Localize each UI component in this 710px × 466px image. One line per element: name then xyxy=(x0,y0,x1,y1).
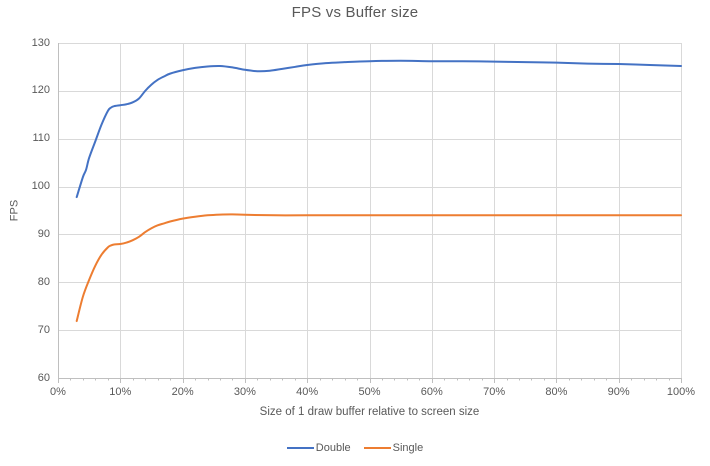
x-tick-label: 40% xyxy=(296,386,319,398)
legend-line-swatch xyxy=(363,446,391,449)
y-tick-label: 70 xyxy=(37,323,50,336)
series-line-single xyxy=(75,213,682,323)
legend-item-single: Single xyxy=(363,441,424,454)
y-axis-title: FPS xyxy=(8,199,21,222)
y-tick-label: 60 xyxy=(37,371,50,384)
x-tick-label: 30% xyxy=(233,386,256,398)
y-tick-label: 120 xyxy=(31,84,50,97)
legend-label: Double xyxy=(315,441,351,454)
x-tick-label: 80% xyxy=(545,386,568,398)
legend-item-double: Double xyxy=(286,441,351,454)
x-tick-label: 20% xyxy=(171,386,194,398)
x-tick-label: 60% xyxy=(420,386,443,398)
y-tick-label: 90 xyxy=(37,227,50,240)
x-tick-label: 10% xyxy=(109,386,132,398)
y-tick-label: 100 xyxy=(31,180,50,193)
y-tick-label: 130 xyxy=(31,36,50,49)
x-tick-label: 50% xyxy=(358,386,381,398)
x-tick-label: 0% xyxy=(50,386,66,398)
x-tick-label: 90% xyxy=(607,386,630,398)
axis-lines-and-ticks xyxy=(58,43,682,383)
x-tick-label: 100% xyxy=(666,386,696,398)
legend-label: Single xyxy=(392,441,424,454)
y-tick-label: 80 xyxy=(37,275,50,288)
legend: Double Single xyxy=(0,440,710,455)
x-axis-title: Size of 1 draw buffer relative to screen… xyxy=(259,406,480,418)
chart-title: FPS vs Buffer size xyxy=(291,4,419,21)
series-line-double xyxy=(75,59,682,199)
legend-line-swatch xyxy=(286,446,314,449)
gridlines xyxy=(58,43,682,379)
series-lines xyxy=(75,59,682,323)
x-tick-label: 70% xyxy=(483,386,506,398)
y-tick-label: 110 xyxy=(32,132,50,145)
